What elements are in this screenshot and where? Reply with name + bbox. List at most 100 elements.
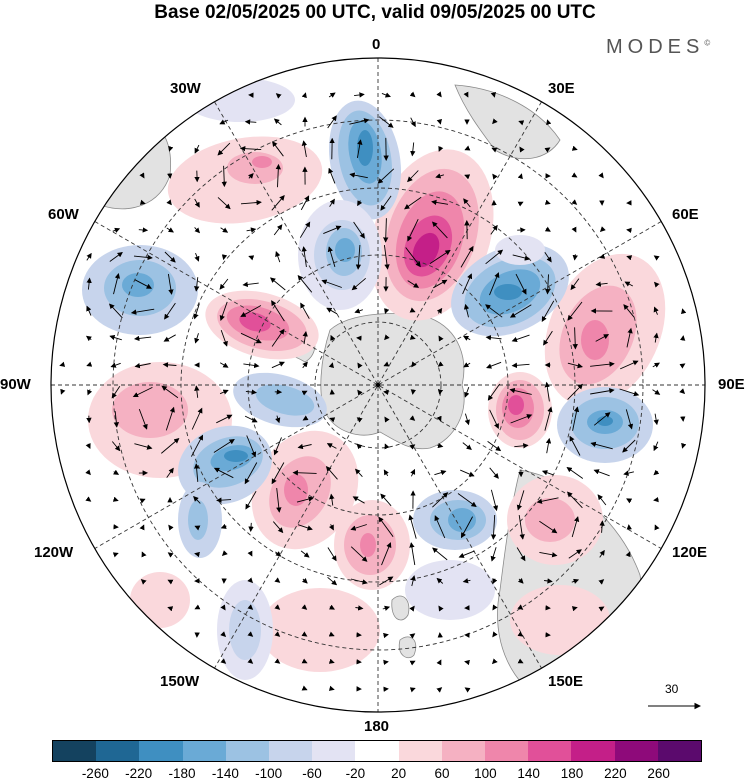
wind-vector <box>489 467 499 479</box>
wind-vector <box>274 577 281 583</box>
wind-vector <box>490 514 497 540</box>
wind-vector <box>379 576 394 586</box>
wind-vector <box>489 409 499 430</box>
wind-vector <box>297 443 312 450</box>
wind-vector <box>139 199 146 205</box>
wind-vector <box>623 304 635 318</box>
wind-vector <box>653 469 660 476</box>
wind-vector <box>85 469 91 476</box>
wind-vector <box>460 469 475 477</box>
wind-vector <box>485 304 503 318</box>
wind-vector <box>302 415 309 421</box>
wind-vector <box>653 413 659 426</box>
colorbar-cell <box>312 741 356 761</box>
colorbar-tick-label: 220 <box>604 766 627 781</box>
wind-vector <box>590 441 613 450</box>
wind-vector <box>429 249 451 264</box>
wind-vector <box>356 417 363 423</box>
wind-vector <box>59 361 66 367</box>
wind-vector <box>567 301 583 321</box>
lon-label-120w: 120W <box>34 544 74 561</box>
lon-label-30e: 30E <box>548 80 575 97</box>
wind-vector <box>544 406 553 431</box>
wind-vector <box>598 606 605 612</box>
wind-vector <box>434 470 447 476</box>
wind-vector <box>163 334 176 342</box>
wind-vector <box>325 466 338 480</box>
wind-vector <box>328 92 336 98</box>
wind-vector <box>384 334 390 341</box>
wind-vector <box>544 199 551 205</box>
wind-vector <box>327 115 337 129</box>
wind-vector <box>679 335 686 341</box>
wind-vector <box>164 302 176 320</box>
colorbar-cell <box>398 741 442 761</box>
wind-vector <box>544 381 550 402</box>
wind-vector <box>599 549 605 558</box>
wind-vector <box>166 227 174 233</box>
wind-vector <box>571 578 580 584</box>
wind-vector <box>410 468 416 477</box>
wind-vector <box>244 415 258 423</box>
colorbar-cell <box>53 741 97 761</box>
wind-vector <box>111 441 121 452</box>
wind-vector <box>509 387 532 395</box>
wind-vector <box>193 495 201 504</box>
wind-vector <box>161 438 180 454</box>
wind-vector <box>431 199 449 206</box>
wind-vector <box>349 172 368 179</box>
wind-vector <box>457 493 477 508</box>
wind-vector <box>383 361 390 367</box>
colorbar-tick-label: -20 <box>345 766 366 781</box>
wind-vector <box>168 524 174 531</box>
wind-vector <box>512 254 531 261</box>
wind-vector <box>653 306 659 315</box>
wind-vector <box>436 659 442 666</box>
wind-vector <box>219 389 229 395</box>
wind-vector <box>462 578 471 584</box>
wind-vector <box>167 606 174 612</box>
wind-vector <box>519 146 525 153</box>
wind-vector <box>383 659 389 666</box>
map-boundary <box>50 57 706 713</box>
wind-vector <box>491 147 498 153</box>
wind-vector <box>487 383 501 401</box>
wind-vector <box>274 604 281 610</box>
wind-vector <box>407 219 419 242</box>
wind-vector <box>328 631 335 637</box>
dot-icon <box>375 382 381 388</box>
wind-vector <box>626 255 633 261</box>
wind-vector <box>458 550 475 558</box>
wind-vector <box>134 279 152 289</box>
wind-vector <box>301 658 308 664</box>
wind-vector <box>355 244 362 270</box>
wind-vector <box>572 327 578 350</box>
wind-vector <box>216 497 232 503</box>
wind-vector <box>328 604 335 610</box>
wind-vector <box>271 195 285 211</box>
wind-vector <box>383 389 389 396</box>
wind-vector <box>436 118 442 125</box>
wind-vector <box>240 332 262 344</box>
wind-vector <box>409 334 416 340</box>
wind-vector <box>194 198 200 208</box>
lon-label-120e: 120E <box>672 544 708 561</box>
wind-vector <box>463 303 470 318</box>
wind-vector <box>299 221 311 238</box>
wind-vector <box>352 496 365 504</box>
wind-vector <box>567 383 584 400</box>
wind-vector <box>239 145 262 152</box>
wind-vector <box>625 551 631 558</box>
wind-vector <box>541 300 555 322</box>
wind-vector <box>590 361 615 367</box>
colorbar-tick-label: -140 <box>211 766 239 781</box>
wind-vector <box>354 308 363 314</box>
wind-vector <box>194 333 200 344</box>
wind-vector <box>327 547 337 562</box>
wind-vector <box>216 414 233 424</box>
wind-vector <box>191 434 204 457</box>
wind-vector <box>598 172 604 179</box>
wind-vector <box>329 493 335 506</box>
wind-vector <box>273 224 283 236</box>
wind-vector <box>109 251 123 262</box>
